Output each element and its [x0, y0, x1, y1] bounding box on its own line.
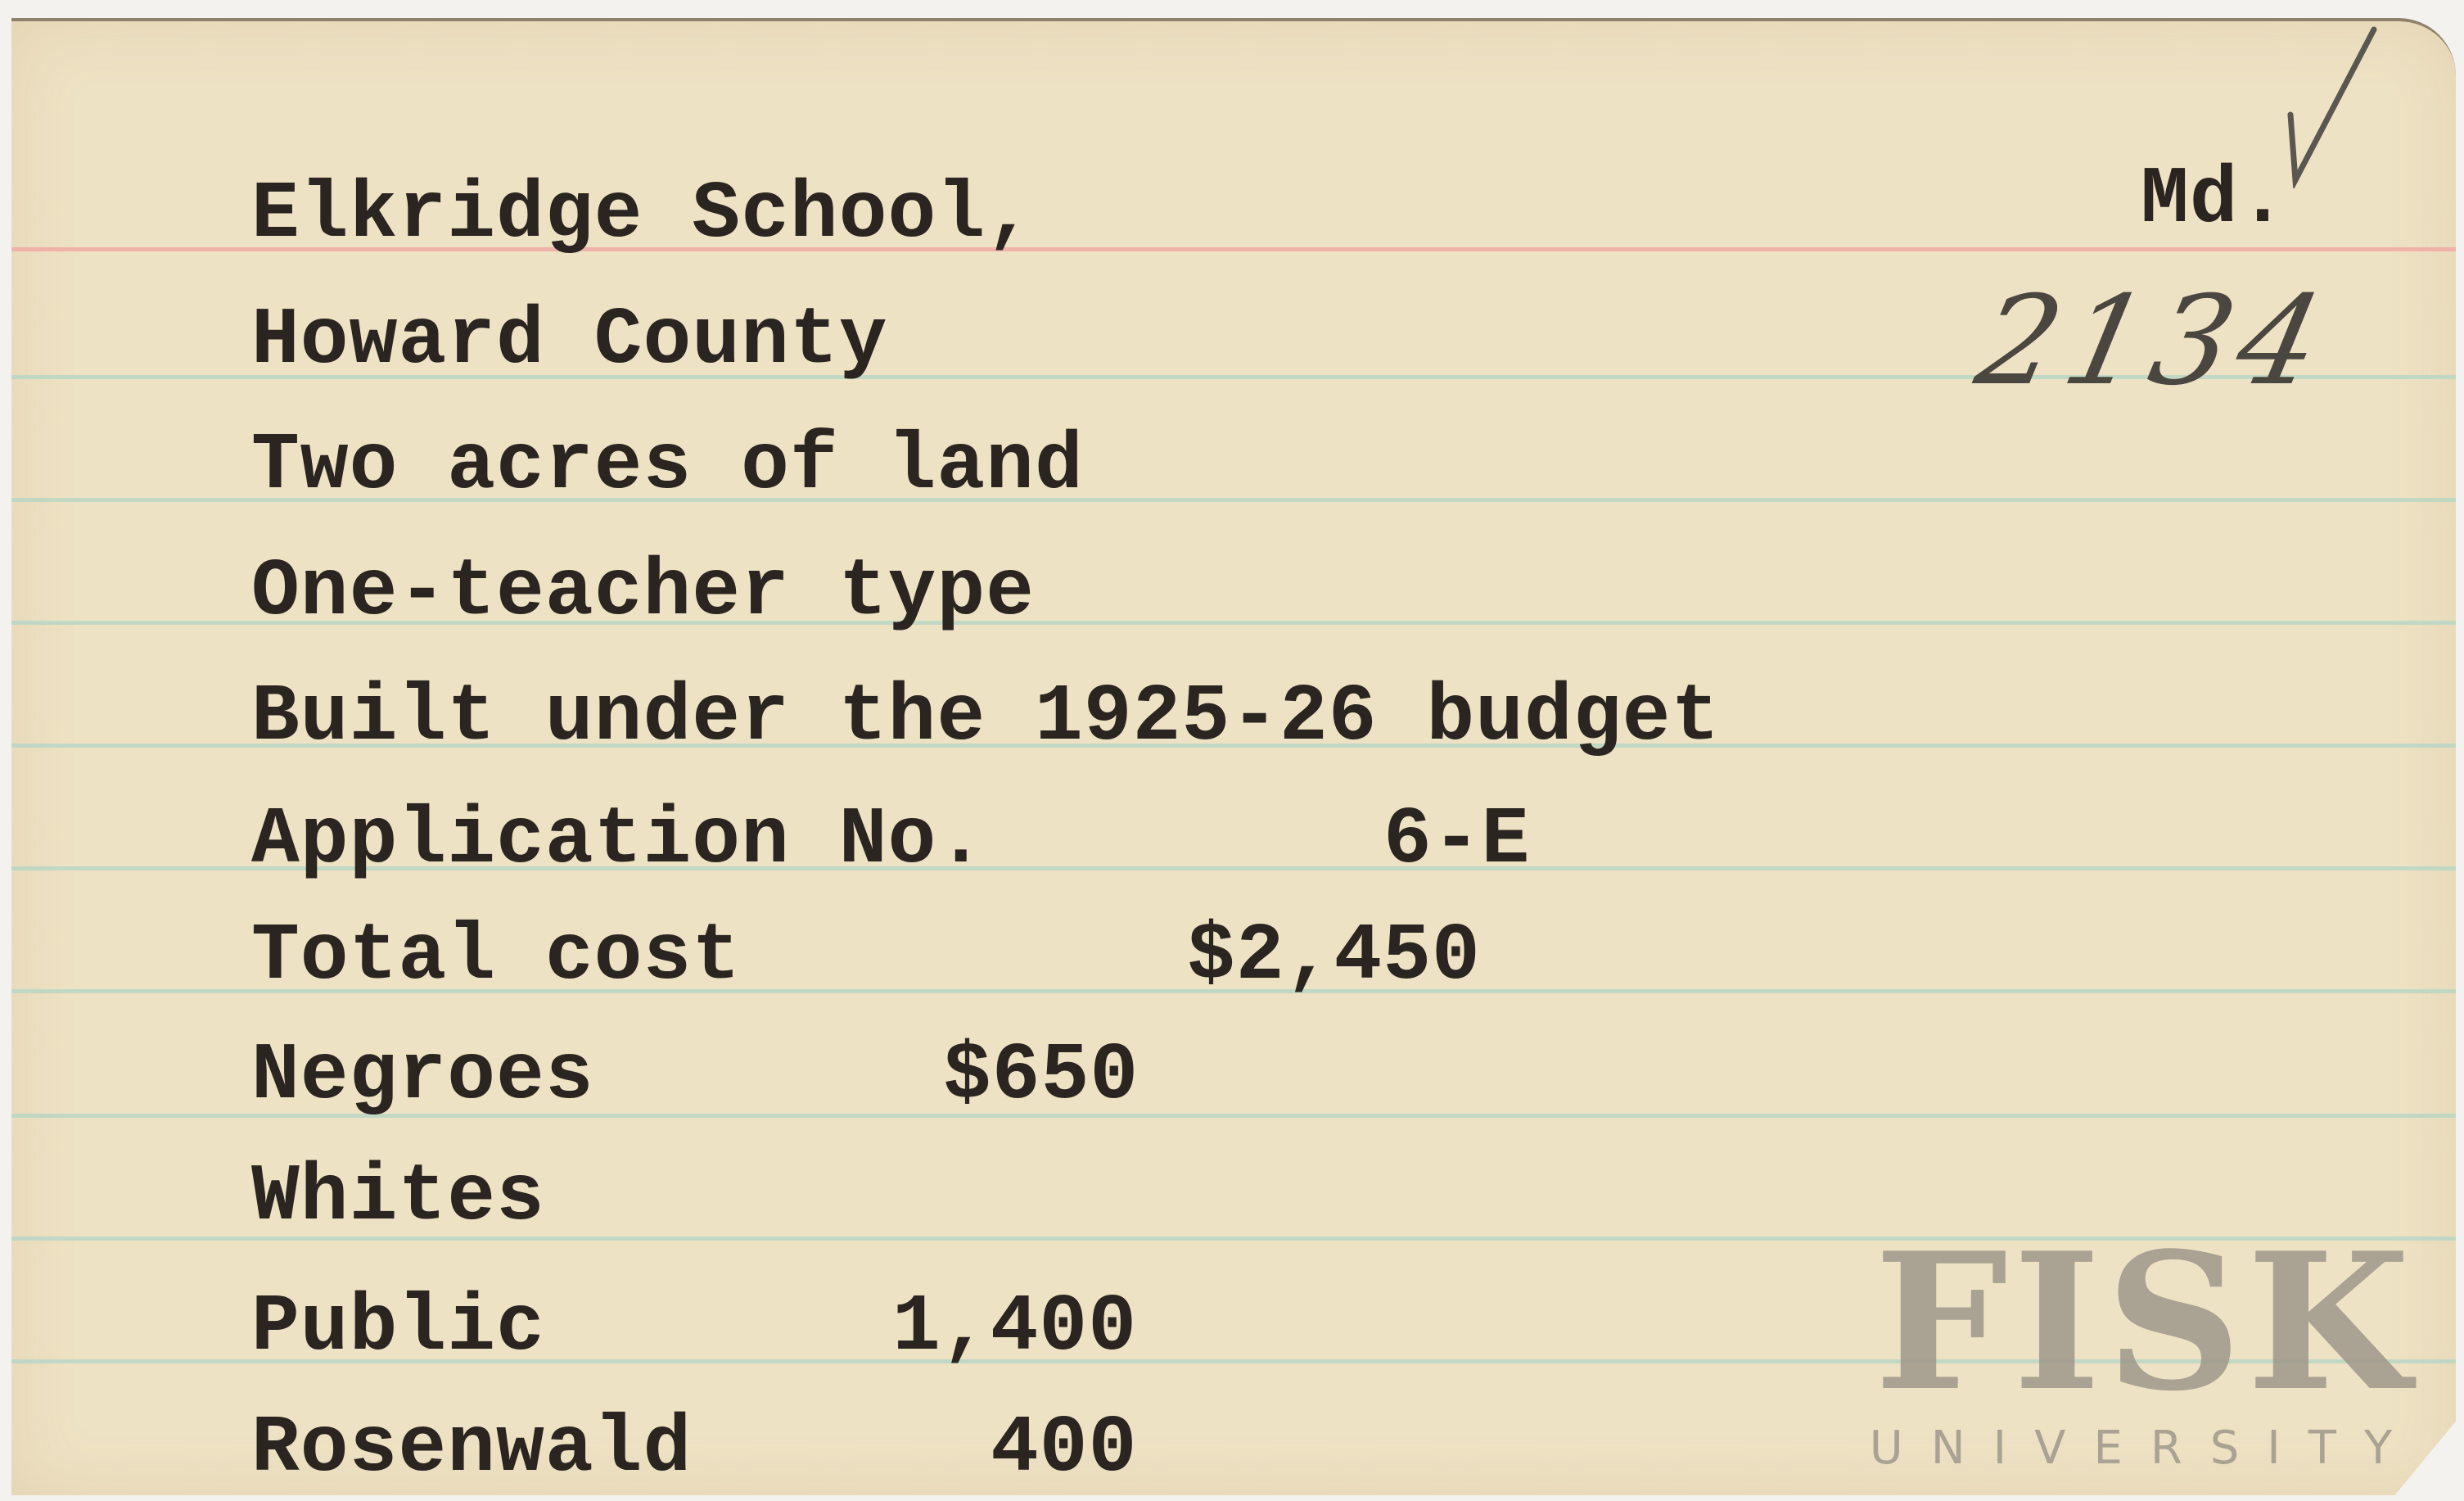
- total-cost-value: $2,450: [1187, 911, 1481, 1002]
- ruled-line: [11, 1359, 2456, 1363]
- rosenwald-value: 400: [991, 1404, 1138, 1494]
- ruled-line: [11, 1237, 2456, 1241]
- application-number: 6-E: [1383, 795, 1531, 886]
- red-header-rule: [11, 247, 2456, 251]
- ruled-line: [11, 498, 2456, 502]
- public-value: 1,400: [892, 1282, 1138, 1373]
- index-card: [11, 18, 2456, 1495]
- total-cost-label: Total cost: [251, 911, 742, 1002]
- handwritten-number: 2134: [1965, 270, 2342, 413]
- public-label: Public: [251, 1282, 545, 1373]
- ruled-line: [11, 1114, 2456, 1118]
- fisk-university-watermark: FISK UNIVERSITY: [1858, 1228, 2431, 1475]
- ruled-line: [11, 621, 2456, 625]
- ruled-line: [11, 989, 2456, 993]
- state-label: Md.: [2141, 155, 2288, 246]
- application-label: Application No.: [251, 795, 986, 886]
- ruled-line: [11, 744, 2456, 748]
- school-type: One-teacher type: [251, 547, 1035, 638]
- rosenwald-label: Rosenwald: [251, 1404, 693, 1494]
- negroes-value: $650: [943, 1031, 1139, 1122]
- school-name: Elkridge School,: [251, 170, 1035, 260]
- negroes-label: Negroes: [251, 1031, 594, 1122]
- ruled-line: [11, 375, 2456, 379]
- county: Howard County: [251, 296, 888, 387]
- watermark-subtitle: UNIVERSITY: [1869, 1422, 2421, 1475]
- checkmark-icon: [2287, 26, 2377, 188]
- budget-year: Built under the 1925-26 budget: [251, 672, 1721, 763]
- land-size: Two acres of land: [251, 421, 1084, 512]
- watermark-name: FISK: [1874, 1212, 2416, 1433]
- ruled-line: [11, 866, 2456, 870]
- whites-label: Whites: [251, 1152, 545, 1243]
